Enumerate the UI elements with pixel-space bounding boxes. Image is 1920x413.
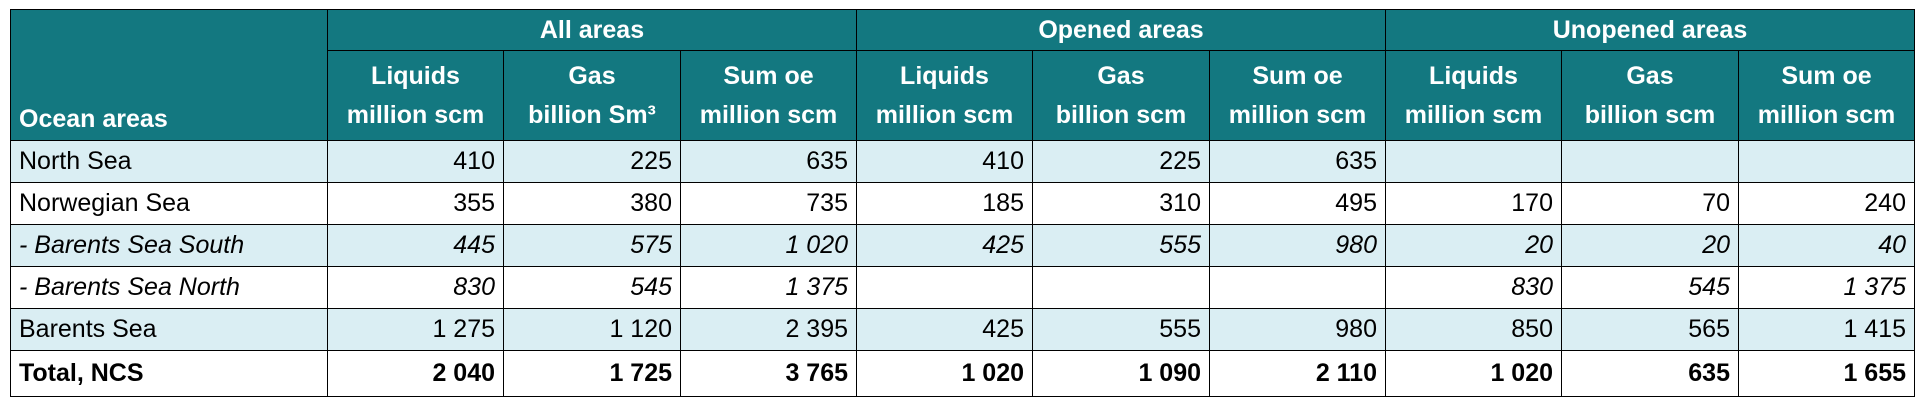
column-header-line: billion Sm³ [528, 100, 656, 129]
row-label: - Barents Sea South [10, 224, 328, 267]
row-label: - Barents Sea North [10, 266, 328, 309]
column-header-line: Sum oe [723, 61, 814, 90]
column-header: Liquids million scm [1385, 50, 1562, 141]
cell: 380 [503, 182, 681, 225]
cell: 1 120 [503, 308, 681, 351]
column-header-line: million scm [1228, 100, 1367, 129]
column-header: Sum oe million scm [1209, 50, 1386, 141]
group-header: Opened areas [856, 9, 1386, 51]
cell: 2 110 [1209, 350, 1386, 397]
cell: 425 [856, 308, 1033, 351]
reserves-table: Ocean areas All areas Opened areas Unopened… [10, 9, 1915, 397]
cell: 185 [856, 182, 1033, 225]
column-header-line: billion scm [1055, 100, 1187, 129]
cell: 575 [503, 224, 681, 267]
column-header-line: Gas [1626, 61, 1674, 90]
cell: 70 [1561, 182, 1739, 225]
cell: 40 [1738, 224, 1915, 267]
column-header-line: million scm [346, 100, 485, 129]
cell: 1 375 [1738, 266, 1915, 309]
table-row: North Sea 410 225 635 410 225 635 [10, 140, 1915, 183]
cell: 1 020 [680, 224, 857, 267]
table-row: - Barents Sea South 445 575 1 020 425 555 980 2… [10, 224, 1915, 267]
column-header: Gas billion scm [1561, 50, 1739, 141]
cell: 20 [1385, 224, 1562, 267]
column-header: Liquids million scm [856, 50, 1033, 141]
table-row: Norwegian Sea 355 380 735 185 310 495 170 70 240 [10, 182, 1915, 225]
column-header-line: Sum oe [1781, 61, 1872, 90]
column-header-line: million scm [1404, 100, 1543, 129]
column-header-line: Gas [568, 61, 616, 90]
column-header-line: Gas [1097, 61, 1145, 90]
cell: 425 [856, 224, 1033, 267]
column-header-line: million scm [875, 100, 1014, 129]
cell: 565 [1561, 308, 1739, 351]
column-header: Gas billion scm [1032, 50, 1210, 141]
cell: 635 [680, 140, 857, 183]
cell: 3 765 [680, 350, 857, 397]
cell: 20 [1561, 224, 1739, 267]
cell [1738, 140, 1915, 183]
cell: 555 [1032, 224, 1210, 267]
cell: 355 [327, 182, 504, 225]
cell [856, 266, 1033, 309]
corner-header: Ocean areas [10, 9, 328, 141]
cell: 310 [1032, 182, 1210, 225]
column-header-line: billion scm [1584, 100, 1716, 129]
cell [1385, 140, 1562, 183]
cell: 830 [1385, 266, 1562, 309]
cell: 170 [1385, 182, 1562, 225]
cell: 1 375 [680, 266, 857, 309]
cell: 830 [327, 266, 504, 309]
cell: 445 [327, 224, 504, 267]
row-label: Total, NCS [10, 350, 328, 397]
group-header: All areas [327, 9, 857, 51]
cell: 225 [1032, 140, 1210, 183]
cell: 1 020 [856, 350, 1033, 397]
cell: 1 275 [327, 308, 504, 351]
cell: 545 [1561, 266, 1739, 309]
cell: 495 [1209, 182, 1386, 225]
cell [1209, 266, 1386, 309]
cell: 225 [503, 140, 681, 183]
table-row: Barents Sea 1 275 1 120 2 395 425 555 980 850 56… [10, 308, 1915, 351]
row-label: Norwegian Sea [10, 182, 328, 225]
cell: 1 415 [1738, 308, 1915, 351]
cell: 635 [1209, 140, 1386, 183]
cell: 240 [1738, 182, 1915, 225]
column-header-line: Sum oe [1252, 61, 1343, 90]
cell: 545 [503, 266, 681, 309]
row-label: North Sea [10, 140, 328, 183]
cell: 735 [680, 182, 857, 225]
column-header: Sum oe million scm [680, 50, 857, 141]
cell: 980 [1209, 308, 1386, 351]
column-header: Gas billion Sm³ [503, 50, 681, 141]
cell: 1 725 [503, 350, 681, 397]
cell: 2 395 [680, 308, 857, 351]
cell [1032, 266, 1210, 309]
cell: 410 [327, 140, 504, 183]
group-header: Unopened areas [1385, 9, 1915, 51]
column-header-line: million scm [699, 100, 838, 129]
column-header-line: Liquids [900, 61, 989, 90]
column-header-line: million scm [1757, 100, 1896, 129]
cell: 2 040 [327, 350, 504, 397]
cell: 410 [856, 140, 1033, 183]
column-header-line: Liquids [371, 61, 460, 90]
cell: 1 655 [1738, 350, 1915, 397]
cell: 1 020 [1385, 350, 1562, 397]
column-header: Sum oe million scm [1738, 50, 1915, 141]
table-row: - Barents Sea North 830 545 1 375 830 545 1 37… [10, 266, 1915, 309]
cell [1561, 140, 1739, 183]
column-header-line: Liquids [1429, 61, 1518, 90]
cell: 980 [1209, 224, 1386, 267]
column-header: Liquids million scm [327, 50, 504, 141]
cell: 635 [1561, 350, 1739, 397]
row-label: Barents Sea [10, 308, 328, 351]
cell: 1 090 [1032, 350, 1210, 397]
cell: 555 [1032, 308, 1210, 351]
cell: 850 [1385, 308, 1562, 351]
table-row: Total, NCS 2 040 1 725 3 765 1 020 1 090 2 110… [10, 350, 1915, 397]
